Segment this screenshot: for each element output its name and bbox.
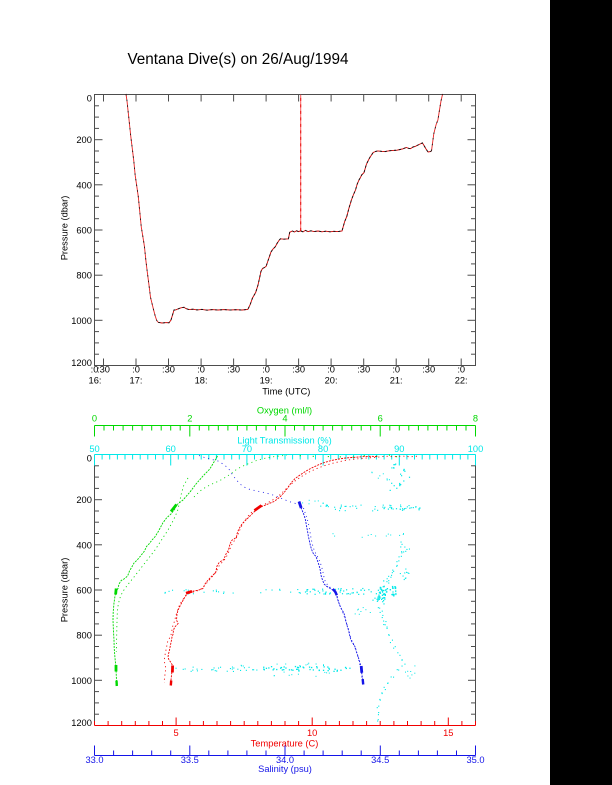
- svg-text:35.0: 35.0: [466, 755, 484, 765]
- svg-text:20:: 20:: [325, 375, 338, 385]
- svg-text:2: 2: [187, 414, 192, 424]
- svg-text:800: 800: [76, 271, 92, 281]
- svg-text::30: :30: [357, 365, 370, 375]
- svg-text:19:: 19:: [260, 375, 273, 385]
- svg-text:400: 400: [76, 180, 92, 190]
- svg-text:1200: 1200: [71, 718, 92, 728]
- svg-text:33.5: 33.5: [181, 755, 199, 765]
- svg-text:800: 800: [76, 631, 92, 641]
- svg-text:50: 50: [89, 444, 99, 454]
- svg-text:Pressure (dbar): Pressure (dbar): [60, 558, 70, 623]
- svg-text:200: 200: [76, 495, 92, 505]
- svg-text::0: :0: [132, 365, 140, 375]
- svg-text:Oxygen (ml/l): Oxygen (ml/l): [257, 406, 312, 416]
- svg-text:Light Transmission (%): Light Transmission (%): [237, 436, 332, 446]
- svg-text:6: 6: [378, 414, 383, 424]
- svg-text:400: 400: [76, 540, 92, 550]
- svg-text:Pressure (dbar): Pressure (dbar): [60, 196, 70, 261]
- svg-text:Time (UTC): Time (UTC): [262, 387, 310, 397]
- svg-text:90: 90: [394, 444, 404, 454]
- svg-text:34.5: 34.5: [371, 755, 389, 765]
- svg-text:0: 0: [92, 414, 97, 424]
- svg-text::0: :0: [91, 365, 99, 375]
- svg-text:Temperature (C): Temperature (C): [251, 739, 319, 749]
- svg-text:1200: 1200: [71, 358, 92, 368]
- svg-text:1000: 1000: [71, 676, 92, 686]
- svg-text:80: 80: [318, 444, 328, 454]
- svg-text::0: :0: [262, 365, 270, 375]
- svg-text::0: :0: [327, 365, 335, 375]
- svg-text::0: :0: [457, 365, 465, 375]
- svg-text:22:: 22:: [455, 375, 468, 385]
- svg-text:100: 100: [468, 444, 484, 454]
- svg-text:4: 4: [282, 414, 287, 424]
- svg-text:33.0: 33.0: [85, 755, 103, 765]
- svg-text::30: :30: [292, 365, 305, 375]
- svg-text:15: 15: [443, 728, 453, 738]
- svg-text:5: 5: [174, 728, 179, 738]
- svg-text::0: :0: [197, 365, 205, 375]
- svg-text:34.0: 34.0: [276, 755, 294, 765]
- svg-text:8: 8: [473, 414, 478, 424]
- svg-text:600: 600: [76, 226, 92, 236]
- svg-text:600: 600: [76, 586, 92, 596]
- svg-text:17:: 17:: [130, 375, 143, 385]
- svg-text::30: :30: [162, 365, 175, 375]
- svg-text:200: 200: [76, 135, 92, 145]
- svg-text:0: 0: [87, 454, 92, 464]
- svg-text::30: :30: [422, 365, 435, 375]
- svg-text:70: 70: [242, 444, 252, 454]
- svg-text:10: 10: [307, 728, 317, 738]
- svg-text::0: :0: [392, 365, 400, 375]
- svg-text:18:: 18:: [195, 375, 208, 385]
- svg-text::30: :30: [227, 365, 240, 375]
- svg-text:21:: 21:: [390, 375, 403, 385]
- svg-text:Salinity (psu): Salinity (psu): [258, 764, 312, 774]
- svg-text:0: 0: [87, 94, 92, 104]
- svg-text:Ventana Dive(s) on 26/Aug/1994: Ventana Dive(s) on 26/Aug/1994: [127, 51, 349, 68]
- svg-text:60: 60: [166, 444, 176, 454]
- svg-text:16:: 16:: [89, 375, 102, 385]
- svg-text::30: :30: [97, 365, 110, 375]
- svg-text:1000: 1000: [71, 316, 92, 326]
